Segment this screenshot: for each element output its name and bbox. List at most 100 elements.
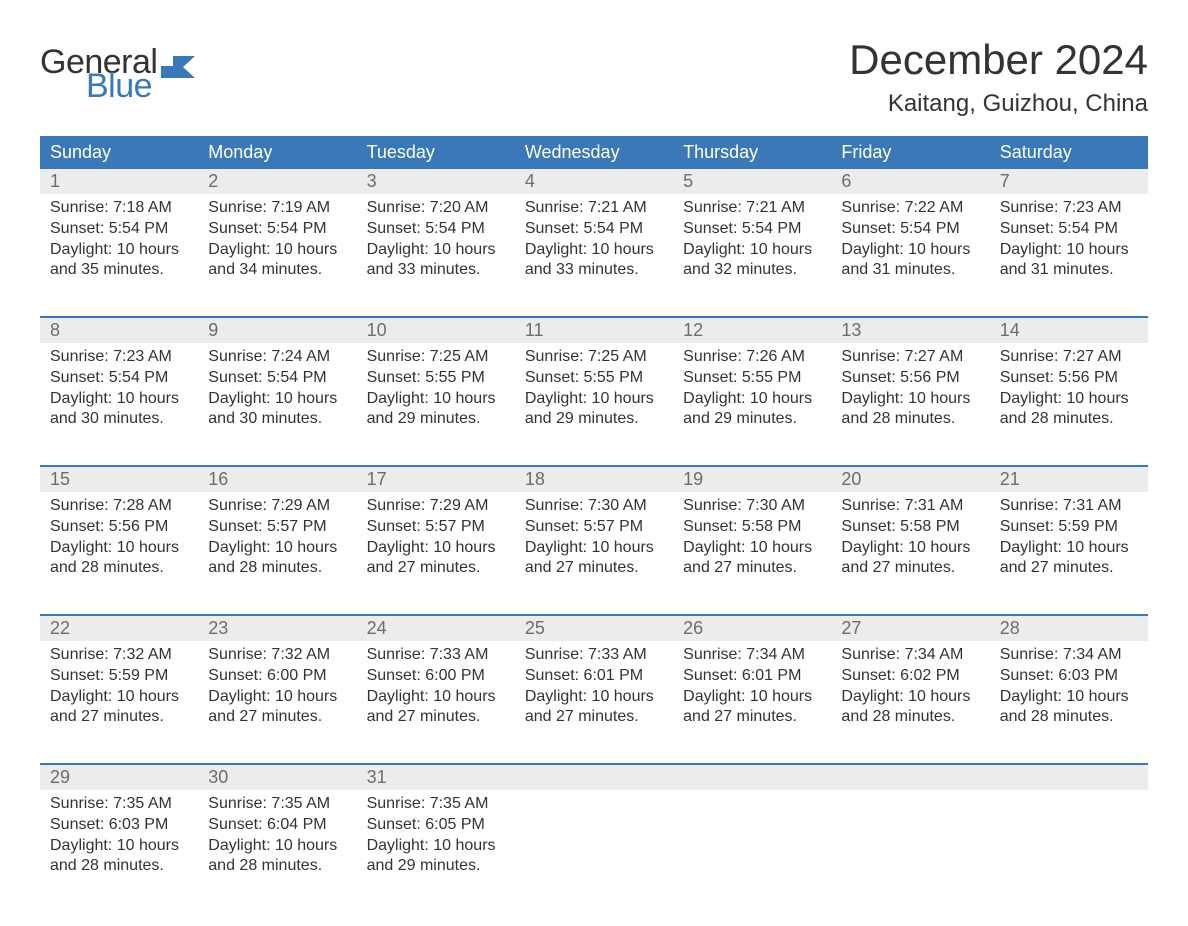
sunset-line: Sunset: 5:56 PM (841, 368, 979, 389)
day-cell: Sunrise: 7:34 AMSunset: 6:01 PMDaylight:… (673, 641, 831, 741)
daylight-line-1: Daylight: 10 hours (50, 538, 188, 559)
daylight-line-2: and 29 minutes. (525, 409, 663, 430)
sunrise-line: Sunrise: 7:20 AM (367, 198, 505, 219)
day-cell: Sunrise: 7:23 AMSunset: 5:54 PMDaylight:… (990, 194, 1148, 294)
header-bar: General Blue December 2024 Kaitang, Guiz… (40, 36, 1148, 118)
daylight-line-2: and 28 minutes. (50, 558, 188, 579)
sunset-line: Sunset: 6:01 PM (683, 666, 821, 687)
day-cell (515, 790, 673, 890)
day-number: 1 (40, 169, 198, 194)
day-number: 12 (673, 318, 831, 343)
day-number: 3 (357, 169, 515, 194)
sunset-line: Sunset: 5:54 PM (683, 219, 821, 240)
day-body-row: Sunrise: 7:18 AMSunset: 5:54 PMDaylight:… (40, 194, 1148, 294)
sunrise-line: Sunrise: 7:21 AM (525, 198, 663, 219)
day-number: 14 (990, 318, 1148, 343)
day-cell: Sunrise: 7:25 AMSunset: 5:55 PMDaylight:… (515, 343, 673, 443)
sunrise-line: Sunrise: 7:22 AM (841, 198, 979, 219)
sunset-line: Sunset: 5:54 PM (208, 219, 346, 240)
sunrise-line: Sunrise: 7:32 AM (50, 645, 188, 666)
sunset-line: Sunset: 6:00 PM (208, 666, 346, 687)
day-cell: Sunrise: 7:21 AMSunset: 5:54 PMDaylight:… (673, 194, 831, 294)
day-number: 5 (673, 169, 831, 194)
sunrise-line: Sunrise: 7:21 AM (683, 198, 821, 219)
sunrise-line: Sunrise: 7:30 AM (525, 496, 663, 517)
daylight-line-1: Daylight: 10 hours (525, 389, 663, 410)
daylight-line-1: Daylight: 10 hours (1000, 240, 1138, 261)
day-number-row: 293031 (40, 765, 1148, 790)
day-number: 26 (673, 616, 831, 641)
daylight-line-1: Daylight: 10 hours (367, 687, 505, 708)
day-cell: Sunrise: 7:20 AMSunset: 5:54 PMDaylight:… (357, 194, 515, 294)
sunrise-line: Sunrise: 7:31 AM (841, 496, 979, 517)
day-cell: Sunrise: 7:24 AMSunset: 5:54 PMDaylight:… (198, 343, 356, 443)
weekday-header: Monday (198, 136, 356, 169)
daylight-line-1: Daylight: 10 hours (683, 538, 821, 559)
daylight-line-1: Daylight: 10 hours (841, 389, 979, 410)
day-cell: Sunrise: 7:22 AMSunset: 5:54 PMDaylight:… (831, 194, 989, 294)
day-cell: Sunrise: 7:21 AMSunset: 5:54 PMDaylight:… (515, 194, 673, 294)
day-number (831, 765, 989, 790)
daylight-line-2: and 31 minutes. (841, 260, 979, 281)
daylight-line-2: and 27 minutes. (367, 707, 505, 728)
sunrise-line: Sunrise: 7:24 AM (208, 347, 346, 368)
daylight-line-1: Daylight: 10 hours (50, 240, 188, 261)
weekday-header: Thursday (673, 136, 831, 169)
daylight-line-2: and 28 minutes. (841, 707, 979, 728)
daylight-line-1: Daylight: 10 hours (1000, 687, 1138, 708)
sunset-line: Sunset: 5:58 PM (683, 517, 821, 538)
daylight-line-2: and 34 minutes. (208, 260, 346, 281)
day-cell: Sunrise: 7:29 AMSunset: 5:57 PMDaylight:… (198, 492, 356, 592)
day-number: 22 (40, 616, 198, 641)
location-subtitle: Kaitang, Guizhou, China (849, 90, 1148, 118)
sunrise-line: Sunrise: 7:27 AM (841, 347, 979, 368)
day-number: 10 (357, 318, 515, 343)
day-cell: Sunrise: 7:32 AMSunset: 6:00 PMDaylight:… (198, 641, 356, 741)
day-number: 2 (198, 169, 356, 194)
daylight-line-2: and 31 minutes. (1000, 260, 1138, 281)
sunrise-line: Sunrise: 7:32 AM (208, 645, 346, 666)
sunset-line: Sunset: 5:55 PM (525, 368, 663, 389)
day-cell (990, 790, 1148, 890)
daylight-line-2: and 30 minutes. (50, 409, 188, 430)
weekday-header: Tuesday (357, 136, 515, 169)
calendar: SundayMondayTuesdayWednesdayThursdayFrid… (40, 136, 1148, 890)
day-number: 23 (198, 616, 356, 641)
day-cell: Sunrise: 7:26 AMSunset: 5:55 PMDaylight:… (673, 343, 831, 443)
day-number-row: 22232425262728 (40, 616, 1148, 641)
day-number: 15 (40, 467, 198, 492)
sunset-line: Sunset: 6:03 PM (1000, 666, 1138, 687)
sunset-line: Sunset: 6:00 PM (367, 666, 505, 687)
day-number: 7 (990, 169, 1148, 194)
day-cell: Sunrise: 7:27 AMSunset: 5:56 PMDaylight:… (831, 343, 989, 443)
daylight-line-1: Daylight: 10 hours (367, 389, 505, 410)
sunrise-line: Sunrise: 7:23 AM (1000, 198, 1138, 219)
sunset-line: Sunset: 5:59 PM (1000, 517, 1138, 538)
sunrise-line: Sunrise: 7:35 AM (367, 794, 505, 815)
sunset-line: Sunset: 6:05 PM (367, 815, 505, 836)
day-body-row: Sunrise: 7:35 AMSunset: 6:03 PMDaylight:… (40, 790, 1148, 890)
daylight-line-2: and 33 minutes. (525, 260, 663, 281)
sunset-line: Sunset: 6:04 PM (208, 815, 346, 836)
sunrise-line: Sunrise: 7:26 AM (683, 347, 821, 368)
day-body-row: Sunrise: 7:23 AMSunset: 5:54 PMDaylight:… (40, 343, 1148, 443)
daylight-line-2: and 27 minutes. (1000, 558, 1138, 579)
daylight-line-2: and 27 minutes. (367, 558, 505, 579)
daylight-line-2: and 32 minutes. (683, 260, 821, 281)
week-block: 891011121314Sunrise: 7:23 AMSunset: 5:54… (40, 316, 1148, 443)
daylight-line-1: Daylight: 10 hours (683, 240, 821, 261)
sunrise-line: Sunrise: 7:27 AM (1000, 347, 1138, 368)
sunset-line: Sunset: 5:55 PM (367, 368, 505, 389)
day-number-row: 15161718192021 (40, 467, 1148, 492)
day-cell: Sunrise: 7:35 AMSunset: 6:05 PMDaylight:… (357, 790, 515, 890)
sunset-line: Sunset: 5:54 PM (208, 368, 346, 389)
sunrise-line: Sunrise: 7:34 AM (1000, 645, 1138, 666)
sunrise-line: Sunrise: 7:28 AM (50, 496, 188, 517)
sunrise-line: Sunrise: 7:19 AM (208, 198, 346, 219)
logo-word-2: Blue (86, 70, 195, 102)
day-cell: Sunrise: 7:35 AMSunset: 6:03 PMDaylight:… (40, 790, 198, 890)
daylight-line-2: and 33 minutes. (367, 260, 505, 281)
sunset-line: Sunset: 5:58 PM (841, 517, 979, 538)
sunset-line: Sunset: 5:54 PM (50, 368, 188, 389)
day-cell: Sunrise: 7:31 AMSunset: 5:59 PMDaylight:… (990, 492, 1148, 592)
